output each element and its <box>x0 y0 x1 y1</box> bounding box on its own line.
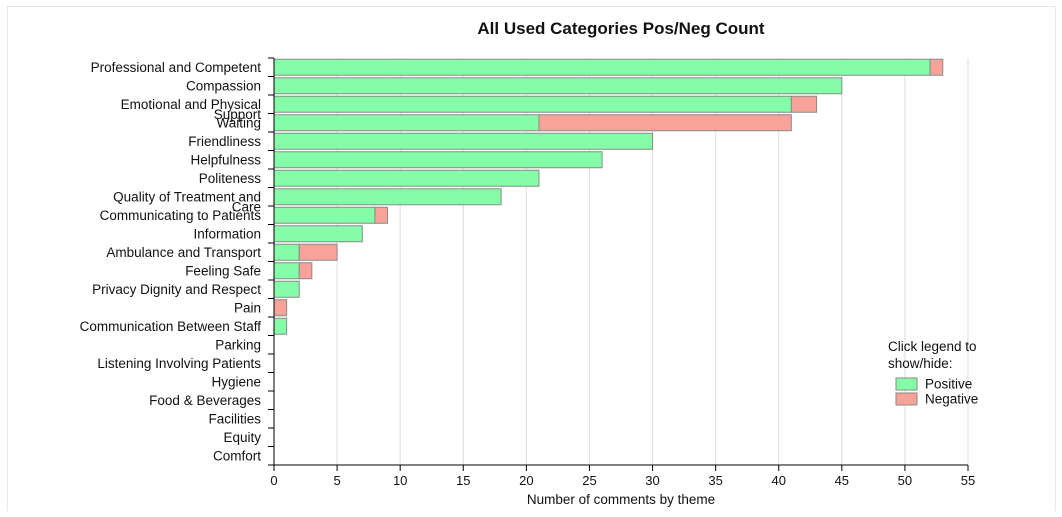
legend-label-positive: Positive <box>925 377 972 392</box>
bar-positive-information <box>273 225 363 243</box>
bar-negative-ambulance-and-transport <box>298 243 338 261</box>
bar-positive-waiting <box>273 114 540 132</box>
bar-positive-communication-between-staff <box>273 317 288 335</box>
bar-positive-ambulance-and-transport <box>273 243 300 261</box>
legend-swatch-negative <box>895 392 918 406</box>
legend-item-negative[interactable]: Negative <box>895 392 978 407</box>
category-label-emotional-and-physical-support: Emotional and Physical Support <box>121 97 262 122</box>
bar-negative-professional-and-competent <box>929 58 944 76</box>
series-positive <box>273 58 931 335</box>
category-label-parking: Parking <box>215 337 261 352</box>
bar-positive-compassion <box>273 77 843 95</box>
bar-positive-friendliness <box>273 132 654 150</box>
category-label-friendliness: Friendliness <box>188 134 261 149</box>
category-label-waiting: Waiting <box>216 115 261 130</box>
category-label-professional-and-competent: Professional and Competent <box>91 60 262 75</box>
bar-positive-communicating-to-patients <box>273 206 376 224</box>
category-label-feeling-safe: Feeling Safe <box>185 263 261 278</box>
x-tick-label: 10 <box>393 473 407 488</box>
category-label-hygiene: Hygiene <box>211 374 261 389</box>
bar-positive-privacy-dignity-and-respect <box>273 280 300 298</box>
category-label-equity: Equity <box>223 430 261 445</box>
bar-positive-quality-of-treatment-and-care <box>273 188 502 206</box>
bar-positive-emotional-and-physical-support <box>273 95 792 113</box>
category-label-helpfulness: Helpfulness <box>190 152 261 167</box>
category-label-privacy-dignity-and-respect: Privacy Dignity and Respect <box>92 282 261 297</box>
x-tick-label: 25 <box>582 473 596 488</box>
category-label-listening-involving-patients: Listening Involving Patients <box>97 356 261 371</box>
category-label-information: Information <box>193 226 261 241</box>
category-label-quality-of-treatment-and-care: Quality of Treatment and Care <box>113 189 261 214</box>
x-tick-label: 35 <box>708 473 722 488</box>
legend-title: Click legend to show/hide: <box>888 339 977 371</box>
chart-frame <box>7 6 1056 511</box>
bars <box>273 58 944 335</box>
category-label-facilities: Facilities <box>208 411 261 426</box>
x-tick-label: 40 <box>771 473 785 488</box>
x-tick-label: 5 <box>333 473 340 488</box>
x-tick-label: 15 <box>456 473 470 488</box>
bar-negative-emotional-and-physical-support <box>790 95 818 113</box>
category-label-communicating-to-patients: Communicating to Patients <box>100 208 262 223</box>
bar-positive-feeling-safe <box>273 262 300 280</box>
x-tick-label: 0 <box>270 473 277 488</box>
legend-item-positive[interactable]: Positive <box>895 377 972 392</box>
x-tick-label: 50 <box>898 473 912 488</box>
bar-negative-communicating-to-patients <box>374 206 389 224</box>
series-negative <box>273 58 944 317</box>
bar-negative-pain <box>273 299 288 317</box>
legend-label-negative: Negative <box>925 392 978 407</box>
bar-positive-helpfulness <box>273 151 603 169</box>
category-label-comfort: Comfort <box>213 448 261 463</box>
x-tick-label: 20 <box>519 473 533 488</box>
chart-title: All Used Categories Pos/Neg Count <box>477 19 764 38</box>
category-label-pain: Pain <box>234 300 261 315</box>
category-label-politeness: Politeness <box>199 171 262 186</box>
category-label-food-and-beverages: Food & Beverages <box>149 393 261 408</box>
category-label-ambulance-and-transport: Ambulance and Transport <box>106 245 261 260</box>
x-tick-label: 45 <box>835 473 849 488</box>
y-axis-labels: Professional and Competent Compassion Emot… <box>80 60 262 464</box>
legend-swatch-positive <box>895 377 918 391</box>
category-label-compassion: Compassion <box>186 78 261 93</box>
bar-negative-feeling-safe <box>298 262 313 280</box>
legend: Click legend to show/hide: PositiveNegati… <box>888 339 978 407</box>
y-axis <box>268 57 275 466</box>
x-tick-label: 55 <box>961 473 975 488</box>
bar-positive-politeness <box>273 169 540 187</box>
x-tick-label: 30 <box>645 473 659 488</box>
bar-positive-professional-and-competent <box>273 58 931 76</box>
x-axis: 0 5 10 15 20 25 30 35 40 45 50 55 <box>270 464 975 488</box>
category-label-communication-between-staff: Communication Between Staff <box>80 319 262 334</box>
bar-negative-waiting <box>538 114 792 132</box>
x-axis-label: Number of comments by theme <box>527 492 715 507</box>
